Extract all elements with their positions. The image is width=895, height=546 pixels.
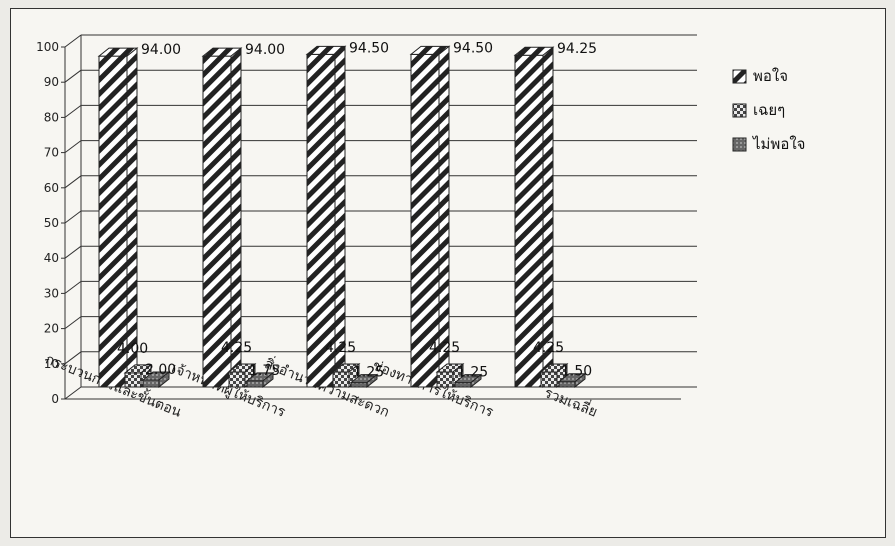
y-tick-label: 40 <box>44 251 59 265</box>
bar-dots <box>454 382 472 388</box>
gridline-depth <box>64 351 82 365</box>
gridline-depth <box>64 280 82 294</box>
gridline-depth <box>64 105 82 118</box>
data-label: 1.25 <box>353 365 384 381</box>
bar-side <box>366 373 378 389</box>
data-label: 2.00 <box>145 362 176 378</box>
bar-diag <box>514 54 544 388</box>
legend-entry: พอใจ <box>753 67 788 85</box>
y-tick-label: 0 <box>51 392 59 406</box>
y-tick-label: 10 <box>44 357 59 371</box>
bar-side <box>470 373 482 389</box>
gridline-depth <box>64 175 82 189</box>
gridline-depth <box>64 34 82 48</box>
data-label: 4.25 <box>429 340 460 356</box>
y-tick-label: 100 <box>36 40 59 54</box>
bar-side <box>158 370 170 389</box>
data-label: 94.25 <box>557 41 597 57</box>
legend-entry: เฉยๆ <box>753 101 785 119</box>
data-label: 1.25 <box>457 365 488 381</box>
data-label: 4.25 <box>221 340 252 356</box>
bar-side <box>574 372 586 389</box>
bar-side <box>334 45 346 389</box>
bar-check <box>436 371 454 388</box>
legend-swatch <box>732 137 747 152</box>
gridline-depth <box>64 140 82 154</box>
data-label: 1.75 <box>249 363 280 379</box>
data-label: 4.25 <box>325 340 356 356</box>
chart-frame: 0102030405060708090100กระบวนการและขั้นตอ… <box>10 8 886 538</box>
bar-chart: 0102030405060708090100กระบวนการและขั้นตอ… <box>36 34 805 421</box>
bar-diag <box>202 55 232 388</box>
bar-dots <box>246 380 264 388</box>
bar-dots <box>558 381 576 388</box>
y-tick-label: 30 <box>44 286 59 300</box>
legend-entry: ไม่พอใจ <box>752 135 805 153</box>
bar-diag <box>98 55 128 388</box>
bar-diag <box>306 53 336 388</box>
gridline-depth <box>64 316 82 330</box>
gridline-depth <box>64 245 82 259</box>
data-label: 94.00 <box>245 42 285 58</box>
bar-side <box>542 46 554 389</box>
legend-swatch <box>732 69 747 84</box>
gridline-depth <box>64 386 82 400</box>
y-tick-label: 50 <box>44 216 59 230</box>
bar-dots <box>142 379 160 388</box>
data-label: 4.00 <box>117 341 148 357</box>
data-label: 94.50 <box>453 40 493 56</box>
bar-check <box>228 371 246 388</box>
bar-check <box>124 372 142 388</box>
x-category-label: รวมเฉลี่ย <box>542 383 600 421</box>
bar-check <box>332 371 350 388</box>
y-tick-label: 90 <box>44 75 59 89</box>
gridline-depth <box>64 210 82 224</box>
bar-side <box>262 371 274 389</box>
data-label: 1.50 <box>561 364 592 380</box>
y-tick-label: 70 <box>44 146 59 160</box>
legend-swatch <box>732 103 747 118</box>
y-tick-label: 20 <box>44 322 59 336</box>
data-label: 94.00 <box>141 42 181 58</box>
y-tick-label: 60 <box>44 181 59 195</box>
data-label: 94.50 <box>349 40 389 56</box>
bar-check <box>540 371 558 388</box>
bar-diag <box>410 53 440 388</box>
data-label: 4.25 <box>533 340 564 356</box>
bar-side <box>230 47 242 389</box>
y-tick-label: 80 <box>44 110 59 124</box>
gridline-depth <box>64 69 82 83</box>
bar-dots <box>350 382 368 388</box>
bar-side <box>438 45 450 389</box>
bar-side <box>126 47 138 389</box>
